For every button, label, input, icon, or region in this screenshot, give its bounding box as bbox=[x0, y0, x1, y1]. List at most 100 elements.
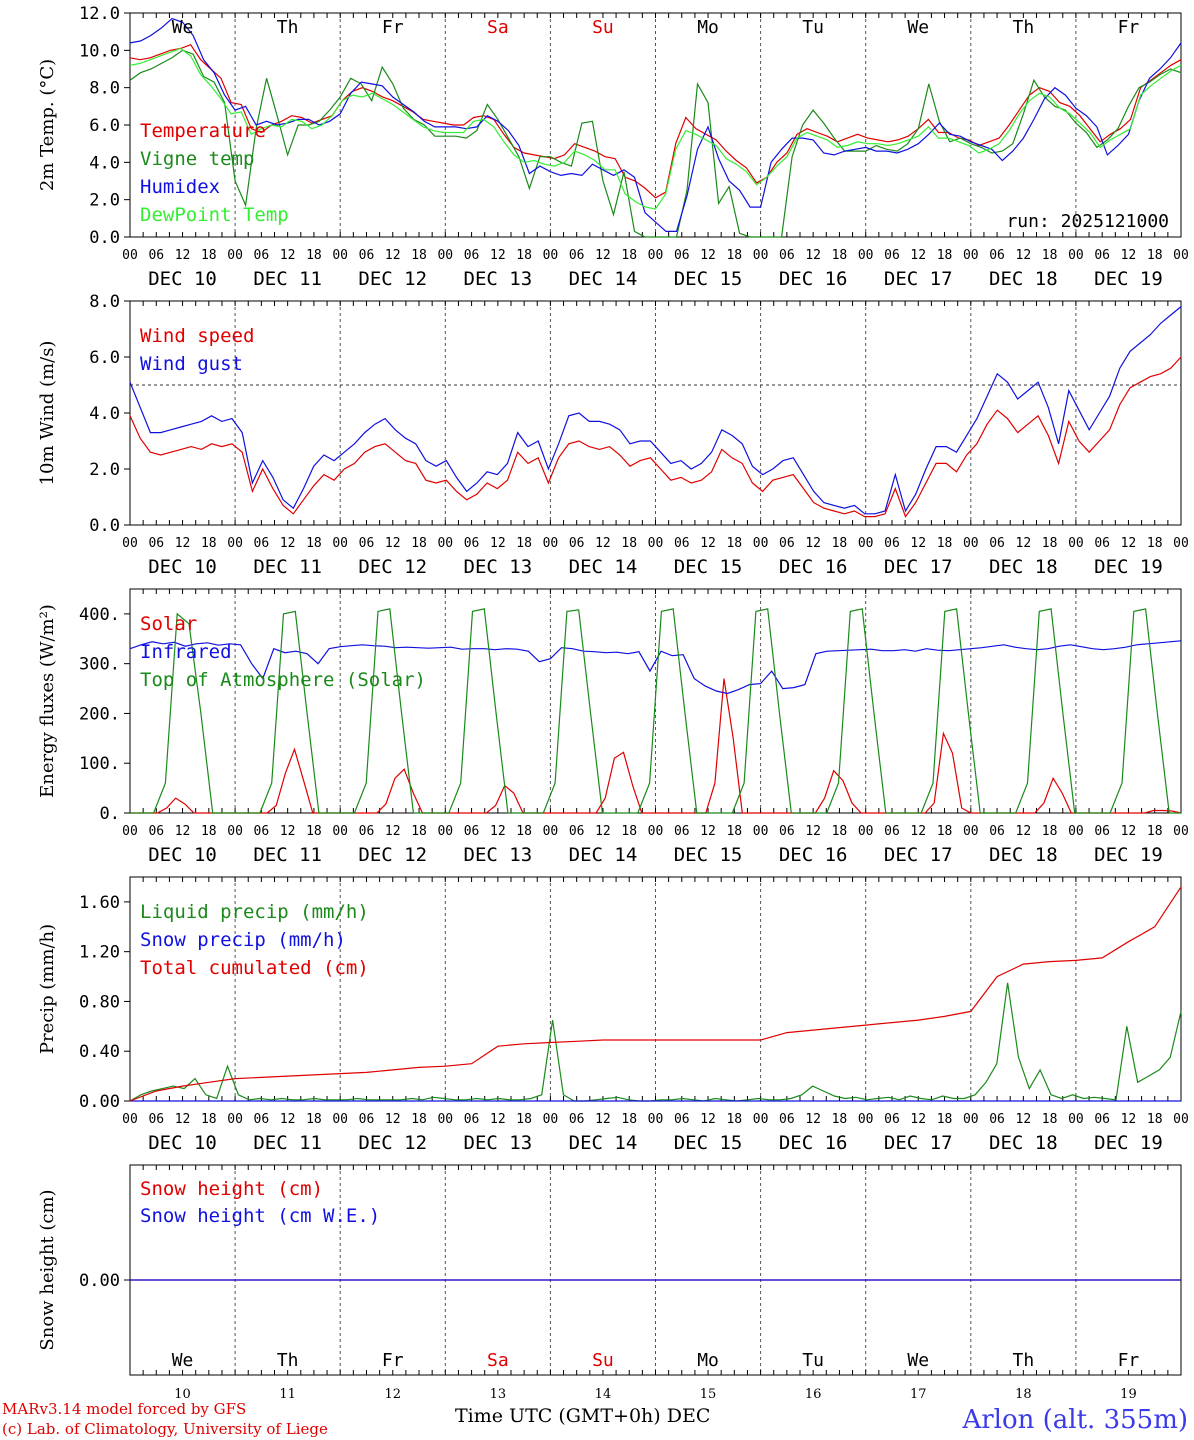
wind-hour-label: 12 bbox=[490, 536, 506, 551]
wind-hour-label: 00 bbox=[1068, 536, 1084, 551]
precip-hour-label: 12 bbox=[175, 1112, 191, 1127]
energy-hour-label: 06 bbox=[779, 824, 795, 839]
temp-hour-label: 18 bbox=[726, 248, 742, 263]
energy-ylabel: Energy fluxes (W/m²) bbox=[37, 604, 58, 798]
energy-hour-label: 06 bbox=[148, 824, 164, 839]
weekday-label: We bbox=[907, 17, 929, 38]
temp-legend-entry: Temperature bbox=[140, 120, 266, 142]
temp-hour-label: 12 bbox=[910, 248, 926, 263]
precip-hour-label: 00 bbox=[1173, 1112, 1189, 1127]
panel-wind bbox=[124, 300, 1182, 526]
lab-credit: (c) Lab. of Climatology, University of L… bbox=[2, 1420, 328, 1438]
temp-hour-label: 06 bbox=[674, 248, 690, 263]
wind-hour-label: 18 bbox=[516, 536, 532, 551]
snow-weekday-label: Fr bbox=[382, 1350, 404, 1371]
wind-date-label: DEC 10 bbox=[148, 556, 217, 578]
wind-frame bbox=[129, 300, 1182, 526]
precip-hour-label: 06 bbox=[254, 1112, 270, 1127]
precip-hour-label: 18 bbox=[201, 1112, 217, 1127]
temp-date-label: DEC 17 bbox=[884, 268, 953, 290]
temp-hour-label: 00 bbox=[1173, 248, 1189, 263]
precip-hour-label: 00 bbox=[543, 1112, 559, 1127]
temp-series-dewpoint-temp bbox=[129, 47, 1182, 210]
wind-hour-label: 06 bbox=[148, 536, 164, 551]
energy-hour-label: 12 bbox=[910, 824, 926, 839]
precip-ytick-label: 1.60 bbox=[79, 893, 120, 913]
temp-hour-label: 06 bbox=[1094, 248, 1110, 263]
panel-precip bbox=[124, 876, 1182, 1102]
precip-hour-label: 06 bbox=[779, 1112, 795, 1127]
precip-date-label: DEC 14 bbox=[569, 1132, 638, 1154]
snow-legend-entry: Snow height (cm W.E.) bbox=[140, 1205, 380, 1227]
temp-legend-entry: Vigne temp bbox=[140, 148, 254, 170]
energy-hour-label: 00 bbox=[648, 824, 664, 839]
precip-date-label: DEC 12 bbox=[358, 1132, 427, 1154]
temp-hour-label: 12 bbox=[385, 248, 401, 263]
energy-hour-label: 12 bbox=[805, 824, 821, 839]
precip-hour-label: 12 bbox=[385, 1112, 401, 1127]
temp-series-humidex bbox=[129, 17, 1182, 232]
day-number-label: 14 bbox=[595, 1387, 612, 1402]
energy-date-label: DEC 13 bbox=[464, 844, 533, 866]
energy-hour-label: 06 bbox=[569, 824, 585, 839]
temp-hour-label: 06 bbox=[254, 248, 270, 263]
precip-hour-label: 06 bbox=[569, 1112, 585, 1127]
energy-date-label: DEC 18 bbox=[989, 844, 1058, 866]
snow-legend-entry: Snow height (cm) bbox=[140, 1178, 323, 1200]
temp-hour-label: 00 bbox=[1068, 248, 1084, 263]
wind-date-label: DEC 12 bbox=[358, 556, 427, 578]
precip-hour-label: 00 bbox=[753, 1112, 769, 1127]
wind-hour-label: 12 bbox=[910, 536, 926, 551]
wind-hour-label: 00 bbox=[1173, 536, 1189, 551]
weekday-label: Mo bbox=[697, 17, 719, 38]
energy-hour-label: 00 bbox=[122, 824, 138, 839]
temp-ytick-label: 12.0 bbox=[79, 4, 120, 24]
wind-hour-label: 12 bbox=[700, 536, 716, 551]
wind-hour-label: 00 bbox=[963, 536, 979, 551]
weekday-label: Th bbox=[277, 17, 299, 38]
temp-hour-label: 00 bbox=[648, 248, 664, 263]
temp-legend-entry: DewPoint Temp bbox=[140, 204, 289, 226]
energy-hour-label: 12 bbox=[700, 824, 716, 839]
temp-hour-label: 06 bbox=[884, 248, 900, 263]
energy-hour-label: 12 bbox=[1121, 824, 1137, 839]
energy-ytick-label: 0. bbox=[100, 804, 120, 824]
wind-hour-label: 06 bbox=[359, 536, 375, 551]
precip-hour-label: 00 bbox=[963, 1112, 979, 1127]
energy-hour-label: 18 bbox=[1042, 824, 1058, 839]
snow-weekday-label: We bbox=[907, 1350, 929, 1371]
energy-date-label: DEC 14 bbox=[569, 844, 638, 866]
energy-hour-label: 12 bbox=[595, 824, 611, 839]
wind-date-label: DEC 11 bbox=[253, 556, 322, 578]
energy-hour-label: 00 bbox=[332, 824, 348, 839]
precip-hour-label: 18 bbox=[1147, 1112, 1163, 1127]
precip-date-label: DEC 11 bbox=[253, 1132, 322, 1154]
precip-date-label: DEC 17 bbox=[884, 1132, 953, 1154]
temp-hour-label: 12 bbox=[1121, 248, 1137, 263]
wind-hour-label: 06 bbox=[1094, 536, 1110, 551]
precip-hour-label: 00 bbox=[437, 1112, 453, 1127]
temp-hour-label: 12 bbox=[595, 248, 611, 263]
energy-date-label: DEC 17 bbox=[884, 844, 953, 866]
wind-hour-label: 06 bbox=[569, 536, 585, 551]
wind-hour-label: 00 bbox=[122, 536, 138, 551]
wind-ylabel: 10m Wind (m/s) bbox=[37, 341, 58, 486]
temp-date-label: DEC 18 bbox=[989, 268, 1058, 290]
temp-hour-label: 00 bbox=[332, 248, 348, 263]
wind-date-label: DEC 16 bbox=[779, 556, 848, 578]
energy-date-label: DEC 15 bbox=[674, 844, 743, 866]
temp-date-label: DEC 19 bbox=[1094, 268, 1163, 290]
wind-ytick-label: 8.0 bbox=[89, 292, 120, 312]
day-number-label: 18 bbox=[1015, 1387, 1032, 1402]
precip-hour-label: 00 bbox=[1068, 1112, 1084, 1127]
energy-hour-label: 06 bbox=[359, 824, 375, 839]
temp-date-label: DEC 13 bbox=[464, 268, 533, 290]
precip-hour-label: 12 bbox=[700, 1112, 716, 1127]
precip-hour-label: 18 bbox=[726, 1112, 742, 1127]
wind-date-label: DEC 17 bbox=[884, 556, 953, 578]
wind-hour-label: 12 bbox=[175, 536, 191, 551]
precip-hour-label: 12 bbox=[1016, 1112, 1032, 1127]
snow-weekday-label: Fr bbox=[1118, 1350, 1140, 1371]
energy-legend-entry: Top of Atmosphere (Solar) bbox=[140, 669, 426, 691]
